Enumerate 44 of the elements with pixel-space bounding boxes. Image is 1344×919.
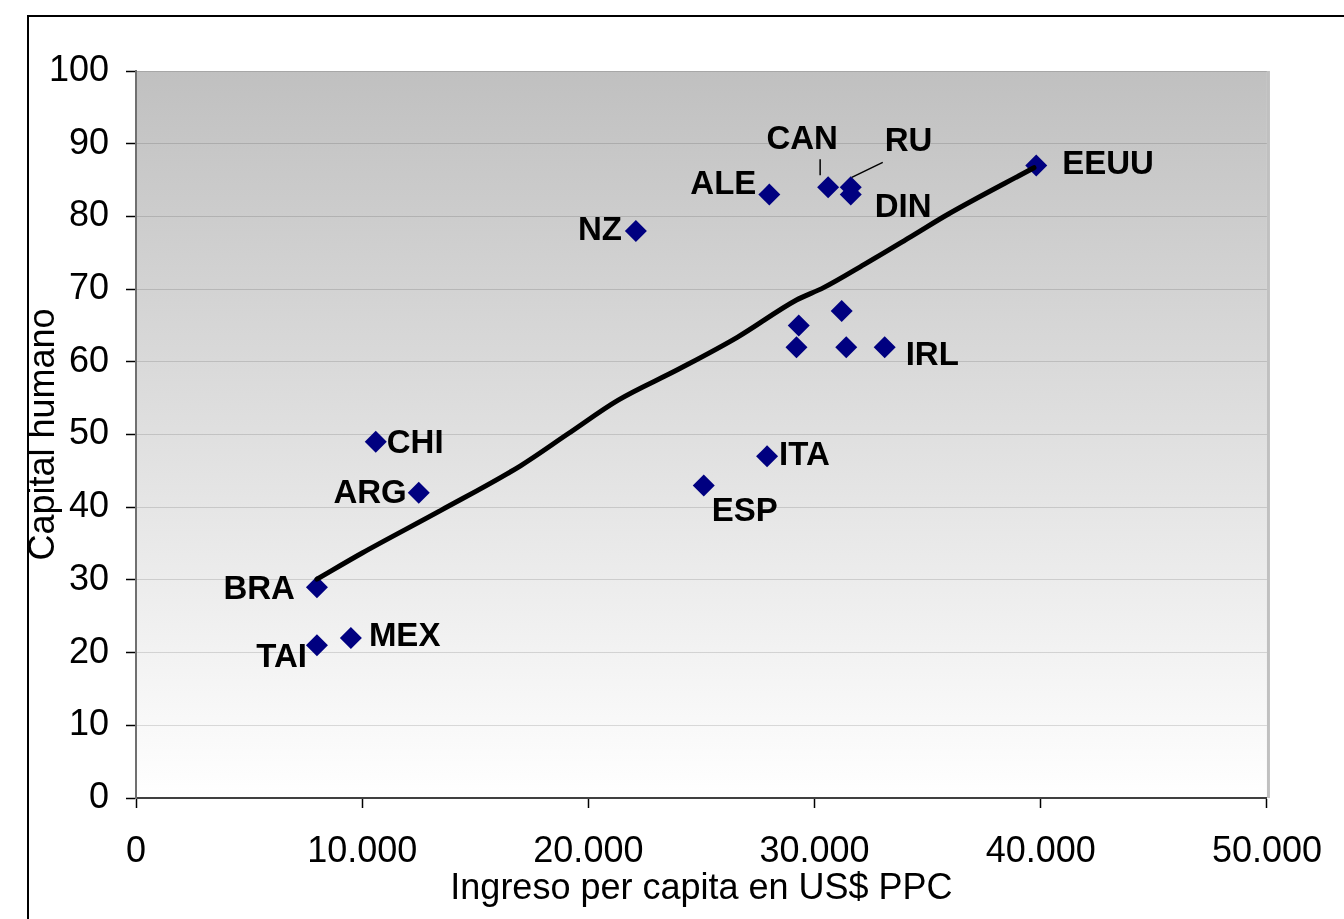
y-tick-label: 50 bbox=[68, 411, 109, 453]
x-tick-label: 40.000 bbox=[985, 828, 1096, 870]
point bbox=[624, 219, 647, 242]
y-tick-label: 20 bbox=[68, 629, 109, 671]
point bbox=[835, 336, 858, 359]
y-tick-label: 100 bbox=[48, 47, 109, 89]
annotation: ARG bbox=[333, 472, 407, 510]
annotation: ESP bbox=[711, 491, 778, 529]
annotation: CAN bbox=[766, 119, 838, 157]
x-tick-label: 50.000 bbox=[1211, 828, 1322, 870]
y-axis-title: Capital humano bbox=[20, 308, 62, 561]
annotation: IRL bbox=[905, 335, 959, 373]
point bbox=[339, 627, 362, 650]
x-tick-label: 0 bbox=[125, 828, 147, 870]
point bbox=[873, 336, 896, 359]
annotation: TAI bbox=[256, 637, 307, 675]
point bbox=[364, 430, 387, 453]
annotation: EEUU bbox=[1062, 143, 1154, 181]
annotation: ITA bbox=[779, 435, 830, 473]
point bbox=[756, 445, 779, 468]
annotation: NZ bbox=[577, 210, 622, 248]
point bbox=[758, 183, 781, 206]
y-tick-label: 30 bbox=[68, 556, 109, 598]
y-tick-label: 70 bbox=[68, 266, 109, 308]
point bbox=[817, 176, 840, 199]
point bbox=[692, 474, 715, 497]
annotation: BRA bbox=[223, 569, 295, 607]
point bbox=[407, 481, 430, 504]
point bbox=[830, 299, 853, 322]
y-tick-label: 60 bbox=[68, 338, 109, 380]
x-tick-label: 10.000 bbox=[307, 828, 418, 870]
y-tick-label: 40 bbox=[68, 484, 109, 526]
y-tick-label: 90 bbox=[68, 120, 109, 162]
y-tick-label: 0 bbox=[88, 774, 109, 816]
annotation: ALE bbox=[690, 163, 757, 201]
point bbox=[787, 314, 810, 337]
annotation: MEX bbox=[368, 616, 441, 654]
y-tick-label: 10 bbox=[68, 702, 109, 744]
point bbox=[305, 634, 328, 657]
y-tick-label: 80 bbox=[68, 193, 109, 235]
point bbox=[785, 336, 808, 359]
annotation: CHI bbox=[386, 422, 444, 460]
annotation: RU bbox=[884, 121, 933, 159]
annotation: DIN bbox=[874, 186, 932, 224]
